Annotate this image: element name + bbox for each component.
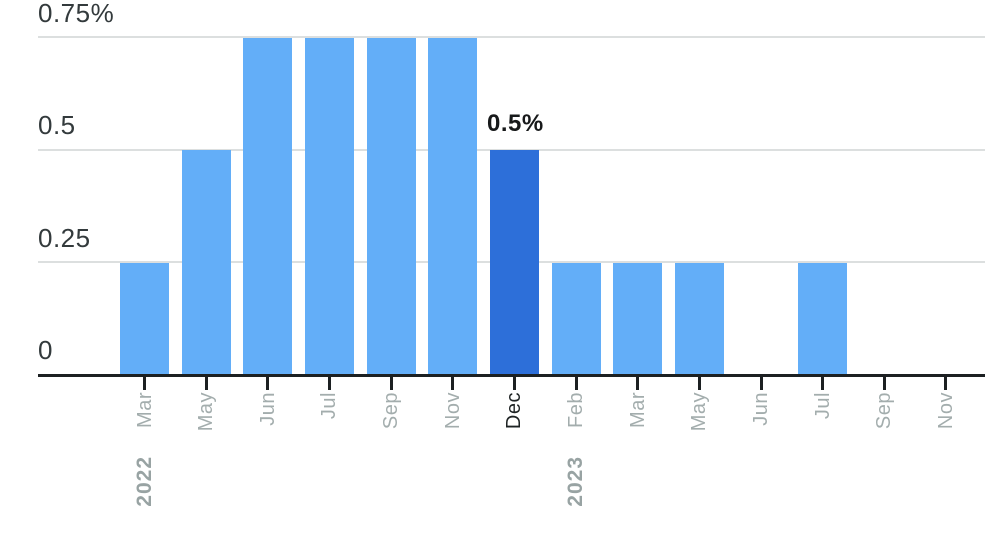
month-label-dec: Dec xyxy=(503,392,526,430)
highlighted-bar-dec xyxy=(489,150,539,375)
tick-mark xyxy=(451,377,455,390)
bar-sep xyxy=(366,37,416,375)
tick-mark xyxy=(266,377,270,390)
tick-mark xyxy=(512,377,516,390)
month-label-jul: Jul xyxy=(318,392,341,420)
month-label-jun: Jun xyxy=(750,392,772,426)
bar-jul xyxy=(304,37,354,375)
month-label-sep: Sep xyxy=(380,392,403,430)
bar-mar xyxy=(120,262,169,375)
bar-mar xyxy=(613,262,663,375)
y-gridline xyxy=(38,36,985,38)
bar-may xyxy=(674,262,724,375)
y-axis-tick-label: 0.5 xyxy=(38,110,76,140)
tick-mark xyxy=(759,377,763,390)
bar-feb xyxy=(551,262,601,375)
month-label-may: May xyxy=(195,392,218,432)
x-axis-line xyxy=(38,374,985,377)
bar-nov xyxy=(428,37,478,375)
tick-mark xyxy=(389,377,393,390)
tick-mark xyxy=(944,377,948,390)
y-axis-tick-label: 0 xyxy=(38,335,53,365)
tick-mark xyxy=(882,377,886,390)
tick-mark xyxy=(327,377,331,390)
year-label-2023: 2023 xyxy=(564,456,588,507)
year-label-2022: 2022 xyxy=(132,456,156,507)
bar-may xyxy=(181,150,231,375)
tick-mark xyxy=(697,377,701,390)
tick-mark xyxy=(821,377,825,390)
bar-value-annotation: 0.5% xyxy=(487,110,544,137)
bar-jul xyxy=(798,262,848,375)
y-axis-tick-label: 0.75% xyxy=(38,0,115,28)
month-label-sep: Sep xyxy=(873,392,896,430)
month-label-may: May xyxy=(688,392,711,432)
tick-mark xyxy=(143,377,146,390)
y-axis-tick-label: 0.25 xyxy=(38,222,91,253)
y-gridline xyxy=(38,148,985,151)
month-label-jul: Jul xyxy=(811,392,834,420)
tick-mark xyxy=(204,377,208,390)
tick-mark xyxy=(574,377,578,390)
month-label-jun: Jun xyxy=(256,392,279,426)
bar-jun xyxy=(243,37,293,375)
month-label-mar: Mar xyxy=(626,392,649,428)
month-label-nov: Nov xyxy=(441,392,464,430)
tick-mark xyxy=(636,377,640,390)
month-label-nov: Nov xyxy=(934,392,957,430)
